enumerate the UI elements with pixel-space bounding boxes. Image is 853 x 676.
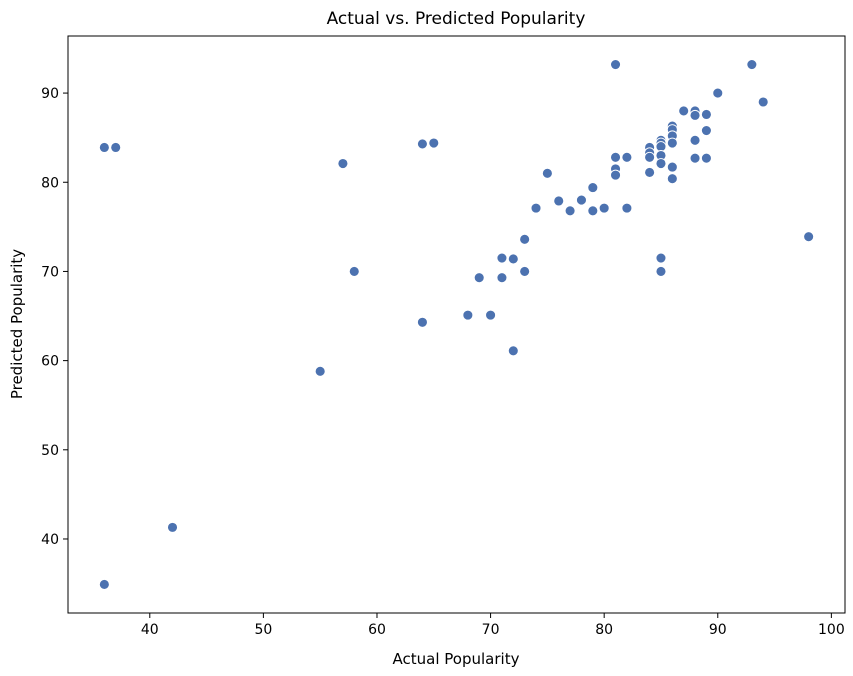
y-tick-label: 70 (41, 264, 59, 280)
data-point (167, 521, 178, 533)
data-point (757, 96, 769, 108)
y-tick-label: 60 (41, 354, 59, 370)
data-point (348, 265, 360, 277)
x-tick-label: 100 (818, 622, 845, 638)
data-point (530, 202, 542, 214)
y-axis: 40 50 60 70 80 90 (41, 86, 68, 548)
data-point (621, 202, 633, 214)
data-point (416, 316, 428, 328)
data-point (507, 253, 519, 265)
data-point (598, 202, 610, 214)
data-point (803, 231, 815, 243)
data-point (462, 309, 474, 321)
chart-title: Actual vs. Predicted Popularity (327, 9, 586, 29)
data-point (541, 167, 553, 179)
y-tick-label: 90 (41, 86, 59, 102)
data-point (655, 158, 667, 169)
data-point (700, 109, 712, 120)
data-point (428, 137, 440, 149)
data-point (496, 272, 508, 284)
data-point (553, 195, 565, 207)
y-tick-label: 50 (41, 443, 59, 459)
data-point (519, 233, 531, 245)
x-tick-label: 80 (595, 622, 613, 638)
data-point (655, 252, 667, 264)
x-tick-label: 90 (709, 622, 727, 638)
data-point (576, 194, 587, 206)
data-point (519, 265, 531, 277)
data-point (666, 137, 678, 149)
data-point (98, 579, 110, 590)
data-point (746, 59, 758, 70)
data-point (485, 309, 497, 321)
x-axis-label: Actual Popularity (393, 650, 520, 668)
data-point (666, 161, 678, 173)
data-point (610, 59, 621, 70)
data-point (655, 265, 667, 277)
data-point (610, 151, 621, 163)
data-point (621, 151, 633, 163)
data-point (314, 365, 326, 377)
y-axis-label: Predicted Popularity (8, 249, 26, 399)
x-tick-label: 40 (141, 622, 159, 638)
data-point (337, 158, 349, 169)
data-point (689, 152, 701, 164)
data-point (712, 87, 724, 99)
data-point (587, 182, 599, 194)
y-tick-label: 40 (41, 532, 59, 548)
data-point (666, 173, 678, 185)
data-point (587, 205, 599, 217)
x-tick-label: 60 (368, 622, 386, 638)
data-point (610, 169, 621, 181)
data-point (98, 142, 110, 153)
x-tick-label: 70 (482, 622, 500, 638)
data-point (507, 345, 519, 357)
x-axis: 40 50 60 70 80 90 100 (141, 613, 845, 638)
data-point (700, 152, 712, 164)
y-tick-label: 80 (41, 175, 59, 191)
data-point (416, 138, 428, 150)
data-point (110, 142, 122, 153)
data-point (496, 252, 508, 264)
data-point (473, 272, 485, 284)
data-point (689, 109, 701, 121)
data-points (98, 59, 815, 590)
data-point (644, 151, 656, 163)
x-tick-label: 50 (254, 622, 272, 638)
plot-frame (67, 35, 846, 614)
data-point (689, 134, 701, 146)
data-point (644, 166, 656, 178)
data-point (564, 205, 576, 217)
data-point (700, 125, 712, 136)
data-point (678, 105, 690, 117)
